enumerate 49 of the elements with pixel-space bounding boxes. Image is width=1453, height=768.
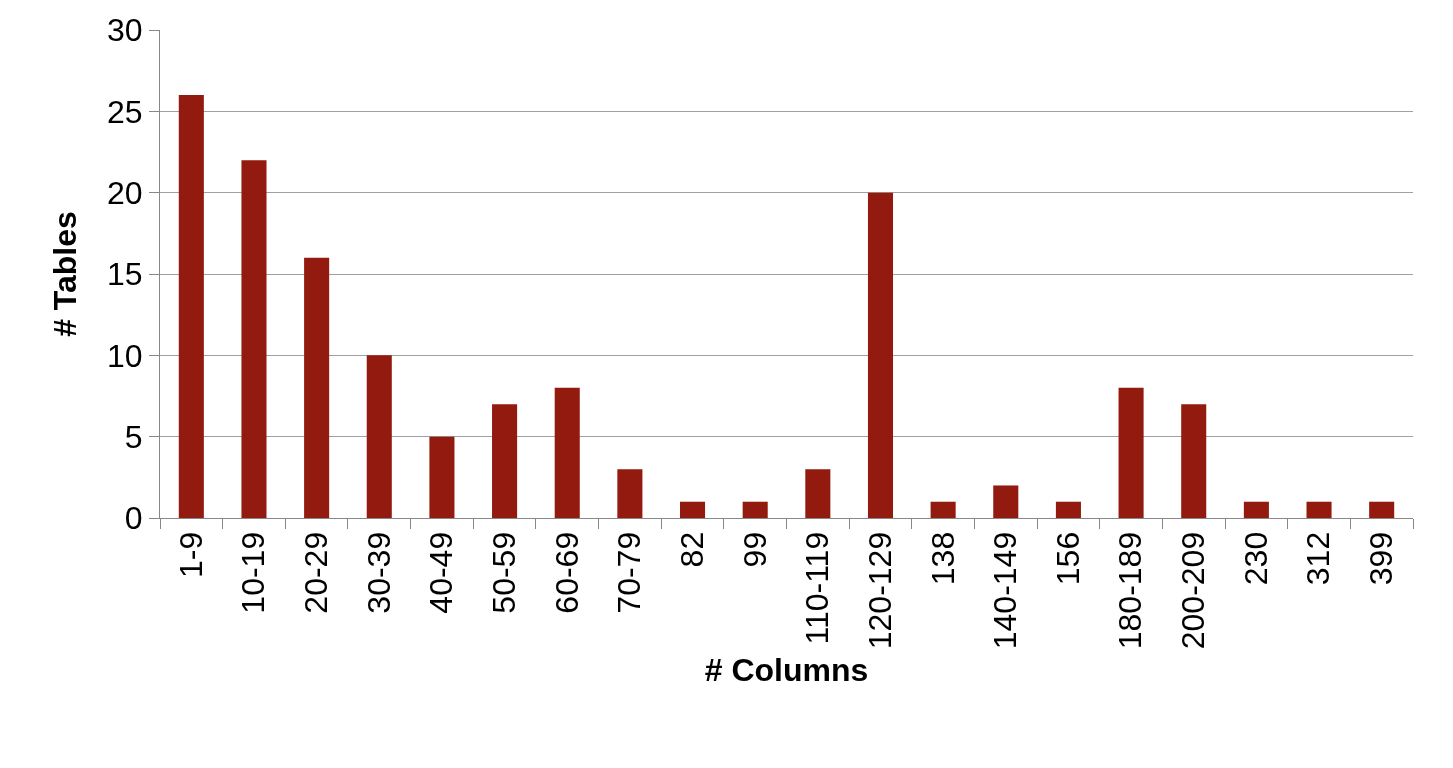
bar — [304, 257, 330, 518]
y-tick-label: 0 — [124, 500, 143, 537]
x-tick-label: 140-149 — [987, 531, 1024, 650]
x-tick-label: 399 — [1363, 531, 1400, 586]
bar — [993, 485, 1019, 518]
x-tick-label: 40-49 — [423, 531, 460, 614]
x-tick-label: 60-69 — [548, 531, 585, 614]
x-tick-label: 82 — [673, 531, 710, 568]
bar — [867, 192, 894, 518]
x-axis-title: # Columns — [704, 652, 869, 689]
y-tick-label: 25 — [107, 93, 143, 130]
x-tick-label: 20-29 — [298, 531, 335, 614]
bar — [680, 501, 706, 518]
x-tick-label: 10-19 — [235, 531, 272, 614]
bar — [492, 404, 518, 518]
x-tick-label: 200-209 — [1175, 531, 1212, 650]
bar — [366, 355, 392, 518]
bar — [742, 501, 768, 518]
x-tick-label: 312 — [1300, 531, 1337, 586]
bar — [1055, 501, 1081, 518]
x-tick-label: 70-79 — [611, 531, 648, 614]
bar — [805, 469, 831, 518]
x-tick-label: 138 — [924, 531, 961, 586]
x-tick-label: 1-9 — [172, 531, 209, 579]
y-tick-label: 5 — [124, 418, 143, 455]
y-tick-label: 10 — [107, 337, 143, 374]
y-axis-title: # Tables — [47, 211, 84, 337]
x-tick-label: 120-129 — [861, 531, 898, 650]
bar — [178, 95, 204, 518]
x-tick-label: 180-189 — [1112, 531, 1149, 650]
bar — [429, 436, 455, 518]
x-tick-label: 156 — [1049, 531, 1086, 586]
bar — [1306, 501, 1332, 518]
bar — [1369, 501, 1395, 518]
bar — [617, 469, 643, 518]
bar — [1181, 404, 1207, 518]
bar — [1243, 501, 1269, 518]
x-tick-label: 99 — [736, 531, 773, 568]
bar — [241, 160, 267, 518]
y-tick-label: 30 — [107, 12, 143, 49]
x-tick-label: 30-39 — [360, 531, 397, 614]
x-tick-label: 50-59 — [485, 531, 522, 614]
x-tick-label: 110-119 — [799, 531, 836, 645]
bar — [930, 501, 956, 518]
bar — [554, 387, 580, 518]
x-tick-label: 230 — [1237, 531, 1274, 586]
y-tick-label: 15 — [107, 256, 143, 293]
y-tick-label: 20 — [107, 174, 143, 211]
bar — [1118, 387, 1144, 518]
